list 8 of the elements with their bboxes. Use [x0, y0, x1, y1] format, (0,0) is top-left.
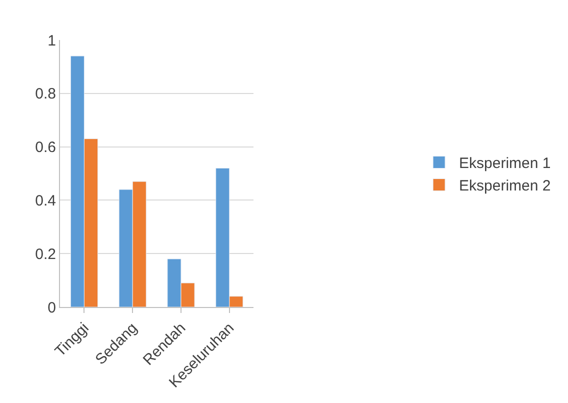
legend-label: Eksperimen 1 [459, 155, 551, 172]
y-tick-label: 1 [48, 32, 56, 50]
y-tick-label: 0 [48, 299, 56, 316]
y-tick-label: 0.4 [35, 192, 56, 210]
legend-label: Eksperimen 2 [459, 178, 551, 195]
y-tick-label: 0.6 [35, 139, 56, 156]
y-tick-label: 0.8 [35, 86, 56, 103]
y-tick-label: 0.2 [35, 246, 56, 263]
